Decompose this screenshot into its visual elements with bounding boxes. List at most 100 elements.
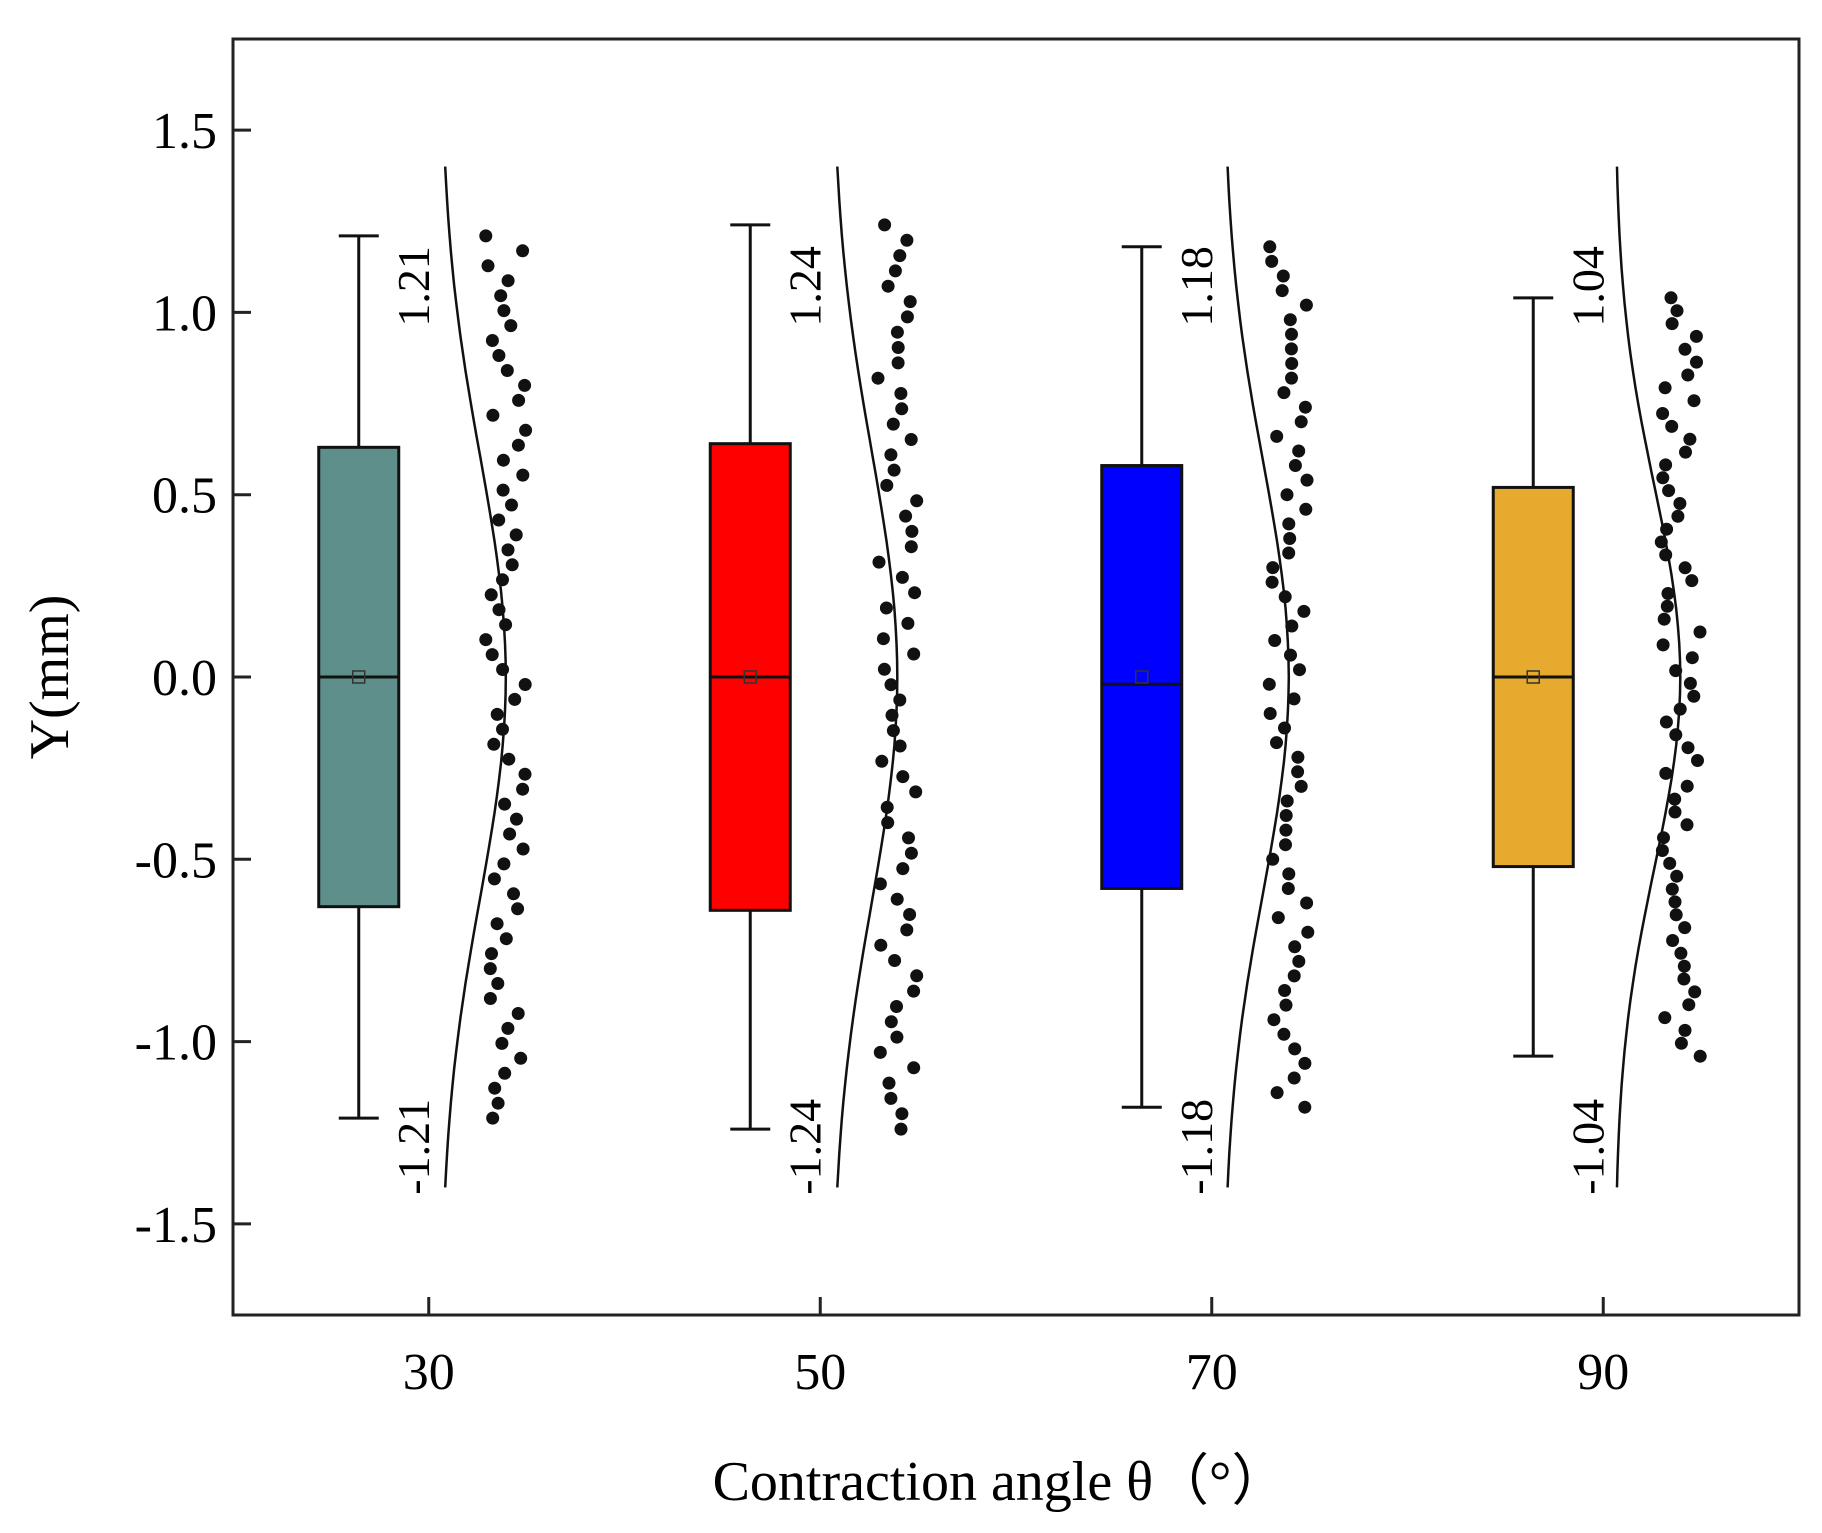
- mean-marker: [1526, 670, 1540, 684]
- data-point: [1668, 895, 1682, 909]
- data-point: [1279, 823, 1293, 837]
- data-point: [903, 295, 917, 309]
- distribution-70: 1.18 -1.18: [1171, 166, 1315, 1195]
- min-label: -1.24: [779, 1099, 830, 1195]
- data-point: [894, 387, 908, 400]
- data-point: [1670, 304, 1684, 318]
- data-point: [481, 259, 495, 273]
- data-point: [1678, 561, 1692, 575]
- y-tick-label: 1.0: [152, 285, 217, 342]
- data-point: [902, 831, 915, 845]
- y-axis-title: Y(mm): [19, 595, 81, 760]
- data-point: [498, 1066, 512, 1080]
- data-point: [875, 754, 889, 768]
- data-point: [516, 468, 530, 482]
- x-axis-title: Contraction angle θ（°）: [713, 1451, 1288, 1513]
- data-point: [890, 892, 904, 906]
- data-point: [1285, 371, 1298, 385]
- y-tick-label: -1.5: [135, 1197, 217, 1254]
- data-point: [479, 229, 493, 243]
- data-point: [497, 857, 511, 871]
- data-point: [1282, 867, 1296, 881]
- data-point: [893, 739, 907, 753]
- data-point: [1662, 484, 1676, 498]
- data-point: [1685, 574, 1699, 588]
- data-point: [1266, 852, 1280, 866]
- distribution-overlays: 1.21 -1.21 1.24 -1.24 1.18 -1.18 1.04 -1.04: [388, 166, 1707, 1195]
- data-point: [1689, 329, 1703, 343]
- data-point: [895, 1107, 909, 1121]
- data-point: [1688, 985, 1702, 999]
- data-point: [494, 289, 508, 303]
- data-point: [512, 393, 526, 407]
- data-point: [888, 954, 902, 967]
- y-tick-label: -1.0: [135, 1015, 217, 1072]
- data-point: [1293, 663, 1306, 677]
- data-point: [1682, 998, 1696, 1012]
- data-point: [1298, 1056, 1312, 1070]
- data-point: [483, 962, 497, 976]
- data-point: [895, 570, 909, 584]
- data-point: [1659, 458, 1673, 472]
- x-tick-label: 50: [794, 1344, 846, 1401]
- data-point: [1288, 459, 1302, 472]
- data-point: [1661, 587, 1675, 600]
- data-point: [1658, 381, 1672, 395]
- data-point: [1300, 896, 1314, 910]
- data-point: [907, 984, 921, 998]
- data-point: [908, 586, 922, 600]
- data-point: [893, 249, 907, 263]
- data-point: [1270, 1086, 1284, 1100]
- data-point: [910, 969, 924, 983]
- data-point: [503, 827, 517, 841]
- distribution-30: 1.21 -1.21: [388, 166, 533, 1195]
- y-tick-label: -0.5: [135, 832, 217, 889]
- box-series: [317, 223, 1575, 1131]
- data-point: [1283, 313, 1297, 327]
- distribution-90: 1.04 -1.04: [1562, 166, 1707, 1195]
- data-point: [891, 341, 905, 354]
- data-point: [899, 509, 913, 523]
- data-point: [1279, 838, 1292, 852]
- data-point: [1291, 765, 1305, 779]
- data-point: [1663, 856, 1677, 870]
- data-point: [497, 304, 511, 318]
- data-point: [492, 349, 506, 362]
- data-point: [904, 540, 918, 554]
- data-point: [873, 1045, 887, 1059]
- data-point: [1299, 298, 1313, 312]
- box-iqr: [1100, 464, 1184, 890]
- data-point: [1292, 444, 1306, 458]
- data-point: [499, 618, 513, 632]
- data-point: [501, 543, 515, 557]
- data-point: [1656, 407, 1670, 420]
- data-point: [1265, 575, 1279, 589]
- data-point: [1294, 779, 1308, 793]
- data-point: [501, 274, 515, 288]
- data-point: [479, 633, 493, 647]
- x-tick-label: 70: [1186, 1344, 1238, 1401]
- x-tick-label: 90: [1577, 1344, 1629, 1401]
- data-point: [905, 524, 919, 538]
- data-point: [1277, 1027, 1291, 1041]
- data-point: [516, 842, 530, 856]
- data-point: [1658, 1011, 1672, 1025]
- data-point: [901, 616, 915, 630]
- data-point: [1678, 342, 1692, 356]
- data-point: [890, 1030, 904, 1044]
- data-point: [1301, 925, 1315, 939]
- data-point: [1681, 741, 1695, 755]
- data-point: [490, 917, 504, 931]
- box-30: [317, 234, 401, 1120]
- data-point: [1681, 368, 1695, 382]
- data-point: [886, 417, 900, 431]
- data-point: [1671, 509, 1685, 523]
- data-point: [1271, 911, 1285, 925]
- box-90: [1491, 296, 1575, 1058]
- mean-marker: [743, 670, 757, 684]
- data-point: [487, 737, 501, 751]
- data-point: [879, 601, 893, 615]
- data-point: [1665, 882, 1679, 896]
- data-point: [888, 264, 902, 278]
- data-point: [516, 782, 530, 796]
